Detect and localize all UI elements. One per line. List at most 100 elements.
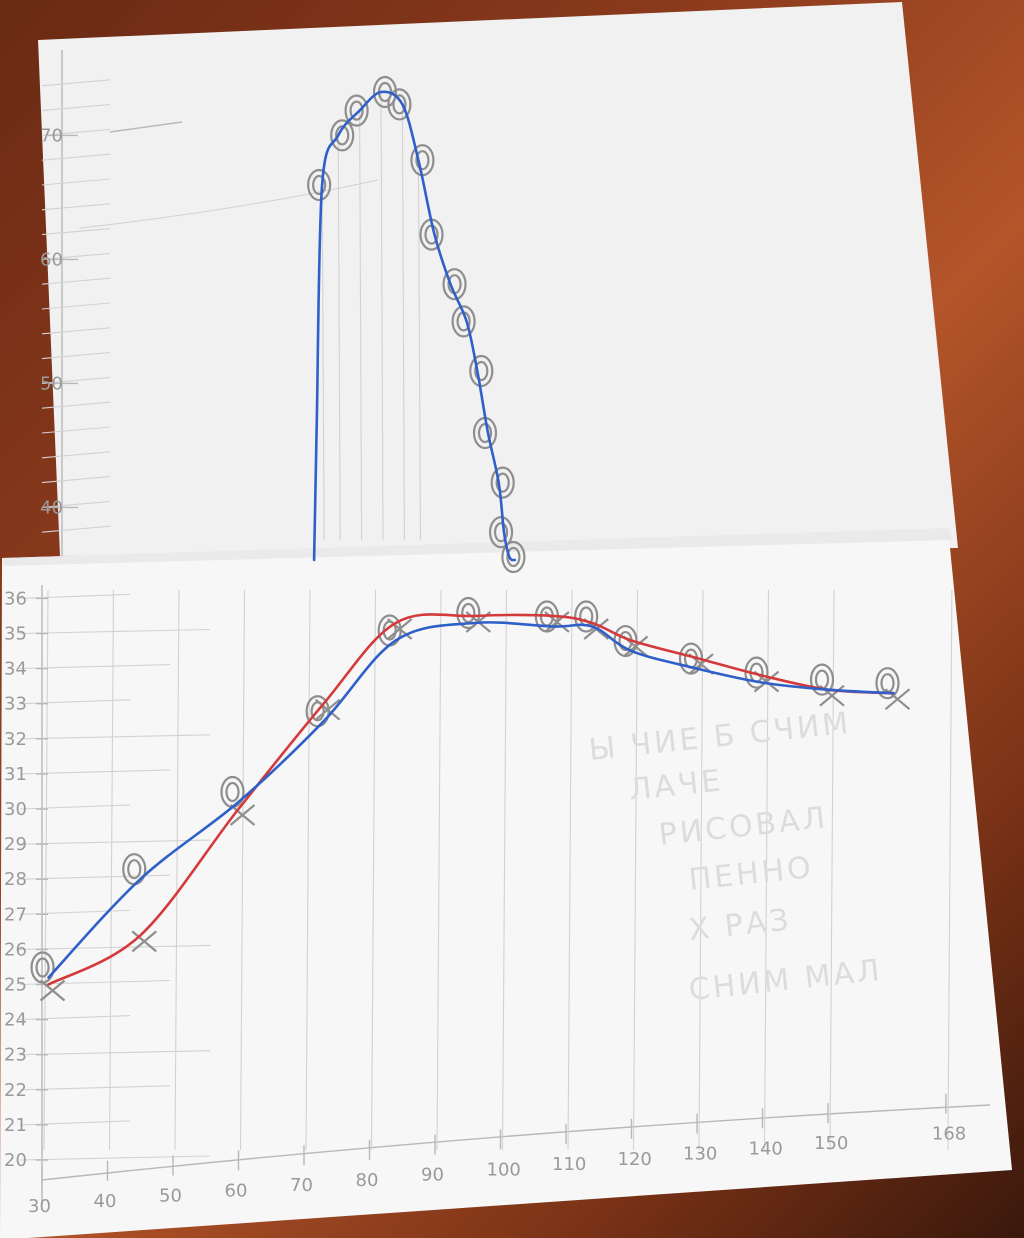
- bottom-series-lines: [47, 613, 895, 986]
- top-series-0-point-2-inner: [349, 100, 364, 121]
- top-tick-mark: [41, 401, 111, 409]
- bottom-series-1-point-0: [39, 979, 66, 1002]
- bottom-x-tick-label-80: 80: [356, 1170, 379, 1191]
- bottom-x-tick-label-168: 168: [932, 1124, 966, 1145]
- top-y-tick-label-60: 60: [40, 249, 63, 270]
- bottom-series-1-line: [47, 613, 895, 986]
- top-series-0-point-3: [372, 75, 398, 109]
- bottom-grid-col: [436, 589, 442, 1151]
- top-tick-mark: [41, 302, 111, 310]
- top-y-tick-label-40: 40: [40, 497, 63, 518]
- bottom-series-1-point-4: [386, 618, 413, 640]
- top-series-0-point-9-inner: [474, 360, 489, 382]
- bottom-x-tick-label-110: 110: [552, 1154, 586, 1175]
- bottom-series-0-point-5: [456, 596, 481, 630]
- bottom-x-tick-label-60: 60: [225, 1180, 248, 1201]
- top-series-0-point-11-inner: [495, 472, 510, 493]
- top-y-tick-label-50: 50: [40, 373, 63, 394]
- top-series-0-point-8: [451, 305, 476, 338]
- bottom-grid-col: [305, 589, 311, 1151]
- top-tick-mark: [41, 376, 111, 384]
- bottom-series-1-point-3: [314, 698, 341, 721]
- bottom-y-tick-label-23: 23: [4, 1045, 27, 1066]
- bottom-y-tick-label-20: 20: [4, 1150, 27, 1171]
- bottom-grid-col: [567, 589, 573, 1151]
- bottom-y-tick-label-25: 25: [4, 975, 27, 996]
- bottom-y-tick-label-35: 35: [4, 624, 27, 645]
- bottom-y-tick-label-33: 33: [4, 694, 27, 715]
- top-y-ticks: 40 50 60 70: [40, 125, 78, 518]
- top-series-0-point-12-inner: [493, 522, 509, 543]
- bottom-y-tick-label-26: 26: [4, 939, 27, 960]
- bottom-grid-col: [43, 589, 49, 1151]
- bottom-series-0-point-11: [809, 663, 835, 696]
- bottom-y-tick-label-31: 31: [4, 764, 27, 785]
- top-series-0-point-7: [442, 268, 467, 301]
- top-vertical-guide: [417, 160, 422, 541]
- top-chart: 40 50 60 70: [40, 50, 526, 574]
- top-tick-mark: [41, 476, 111, 484]
- top-series-0-point-10-inner: [477, 422, 493, 444]
- bottom-grid-col: [370, 589, 377, 1151]
- bottom-grid-col: [632, 589, 639, 1151]
- top-tick-mark: [41, 252, 111, 260]
- top-tick-mark: [41, 153, 111, 161]
- top-guide-line: [109, 121, 183, 133]
- top-series-0-point-13: [501, 540, 526, 574]
- bottom-series-1-point-2: [229, 804, 256, 826]
- bottom-series-1-point-1: [131, 930, 157, 953]
- top-tick-mark: [41, 79, 111, 87]
- bottom-y-tick-label-27: 27: [4, 904, 27, 925]
- top-tick-mark: [41, 352, 111, 360]
- bottom-grid-row: [19, 944, 211, 950]
- bottom-grid-col: [698, 589, 704, 1151]
- top-vertical-guide: [321, 184, 325, 541]
- bottom-x-tick-label-50: 50: [159, 1186, 182, 1207]
- top-paper-sheet: [38, 2, 958, 556]
- bottom-series-0-point-2-inner: [225, 781, 240, 803]
- bottom-y-tick-label-28: 28: [4, 869, 27, 890]
- top-series-0-line: [312, 90, 517, 562]
- bottom-y-tick-label-21: 21: [4, 1115, 27, 1136]
- top-series-0-point-0: [307, 168, 332, 202]
- bottom-chart: 20 21 22 23 24 25 26 27 28 29 30 31 32 33 34 35 36 30 40 5…: [4, 585, 991, 1217]
- bottom-series-0-point-1-inner: [127, 859, 142, 880]
- top-vertical-guide: [337, 135, 341, 541]
- bottom-y-tick-label-34: 34: [4, 659, 27, 680]
- bottom-series-0-point-10: [744, 656, 769, 689]
- bottom-grid-col: [108, 589, 115, 1151]
- top-series-0-point-2: [344, 94, 369, 127]
- top-series-0-point-4: [387, 88, 412, 121]
- bottom-y-tick-label-24: 24: [4, 1010, 27, 1031]
- top-tick-mark: [41, 451, 111, 459]
- bottom-grid-row: [19, 1050, 211, 1056]
- bottom-x-tick-label-140: 140: [749, 1138, 783, 1159]
- bottom-series-0-point-0-inner: [35, 957, 50, 978]
- bottom-gridlines: [19, 589, 953, 1161]
- bottom-x-tick-label-150: 150: [814, 1133, 848, 1154]
- top-series-0-point-5-inner: [415, 150, 430, 171]
- bottom-grid-col: [501, 589, 508, 1151]
- top-tick-mark: [41, 525, 111, 533]
- bottom-x-tick-label-130: 130: [683, 1144, 717, 1165]
- top-series-0-point-13-inner: [506, 546, 521, 568]
- bottom-grid-col: [239, 589, 246, 1151]
- bottom-series-0-point-7: [574, 600, 599, 633]
- bottom-x-tick-label-30: 30: [28, 1196, 51, 1217]
- top-series-0-point-11: [490, 466, 515, 499]
- top-series-lines: [312, 90, 517, 562]
- bottom-x-axis: [41, 1104, 991, 1181]
- bottom-y-tick-label-29: 29: [4, 834, 27, 855]
- bottom-y-tick-label-30: 30: [4, 799, 27, 820]
- top-series-0-point-12: [488, 516, 514, 549]
- top-tick-mark: [41, 500, 111, 508]
- bottom-grid-row: [19, 839, 211, 845]
- bottom-paper-sheet: [0, 528, 1012, 1238]
- top-series-0-point-4-inner: [392, 94, 407, 115]
- bottom-x-tick-label-40: 40: [94, 1191, 117, 1212]
- top-vertical-guide: [401, 104, 405, 541]
- top-tick-mark: [41, 228, 111, 236]
- bottom-x-ticks: 30 40 50 60 70 80 90 100 110 120 130 140 150 168: [28, 1093, 966, 1217]
- bottom-x-tick-label-120: 120: [618, 1149, 652, 1170]
- bottom-series-0-point-12: [875, 667, 900, 700]
